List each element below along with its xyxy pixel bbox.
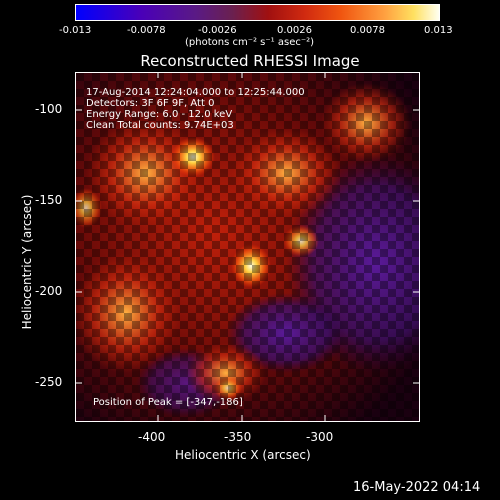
colorbar-tick: 0.013 (424, 25, 453, 36)
plot-datestamp: 16-May-2022 04:14 (353, 480, 481, 495)
x-tick-label: -350 (224, 430, 252, 444)
colorbar (75, 4, 440, 21)
energy-range: Energy Range: 6.0 - 12.0 keV (86, 109, 233, 120)
ripple-texture (76, 73, 419, 421)
colorbar-units: (photons cm⁻² s⁻¹ asec⁻²) (185, 37, 315, 48)
colorbar-tick: -0.0078 (127, 25, 166, 36)
x-tick-label: -400 (138, 430, 166, 444)
detectors-info: Detectors: 3F 6F 9F, Att 0 (86, 98, 215, 109)
colorbar-tick: 0.0078 (350, 25, 385, 36)
page-title: Reconstructed RHESSI Image (140, 52, 360, 70)
clean-info: Clean Total counts: 9.74E+03 (86, 120, 234, 131)
colorbar-tick: 0.0026 (277, 25, 312, 36)
peak-position: Position of Peak = [-347,-186] (93, 397, 243, 408)
y-tick-label: -200 (35, 284, 63, 298)
x-axis-label: Heliocentric X (arcsec) (175, 448, 311, 462)
time-range: 17-Aug-2014 12:24:04.000 to 12:25:44.000 (86, 87, 305, 98)
y-tick-label: -150 (35, 193, 63, 207)
rhessi-image: 17-Aug-2014 12:24:04.000 to 12:25:44.000… (75, 72, 420, 422)
y-tick-label: -100 (35, 102, 63, 116)
y-axis-label: Heliocentric Y (arcsec) (20, 194, 34, 330)
y-tick-label: -250 (35, 375, 63, 389)
colorbar-tick: -0.013 (59, 25, 92, 36)
x-tick-label: -300 (306, 430, 334, 444)
image-canvas (76, 73, 419, 421)
colorbar-tick: -0.0026 (198, 25, 237, 36)
